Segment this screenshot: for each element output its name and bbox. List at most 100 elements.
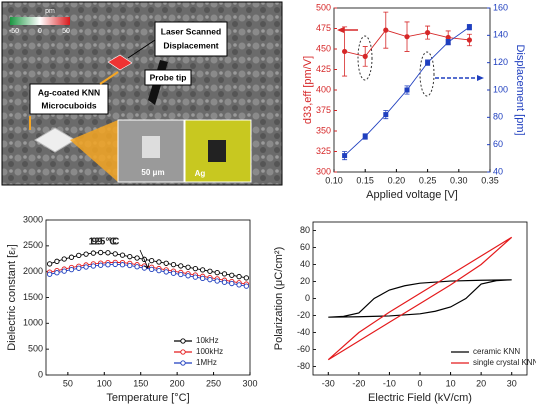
x-tick-label: -10 — [383, 378, 396, 388]
annotation: 99 °C — [91, 237, 116, 248]
x-tick-label: 0.25 — [419, 175, 437, 185]
x-tick-label: 50 — [63, 378, 73, 388]
marker — [404, 87, 410, 93]
marker — [425, 29, 431, 36]
marker — [207, 277, 213, 283]
y2-tick-label: 140 — [493, 30, 508, 40]
x-tick-label: 30 — [507, 378, 517, 388]
marker — [445, 39, 451, 45]
marker — [134, 255, 140, 261]
marker — [178, 263, 184, 269]
marker — [178, 271, 184, 278]
x-tick-label: 300 — [242, 378, 257, 388]
plot-frame — [333, 7, 491, 173]
marker — [83, 251, 89, 257]
colorbar-tick: 0 — [38, 28, 42, 35]
x-axis-label: Applied voltage [V] — [366, 189, 458, 201]
marker — [112, 261, 118, 268]
marker — [221, 271, 228, 277]
colorbar-tick: 50 — [62, 28, 70, 35]
label: Displacement — [163, 40, 218, 50]
x-tick-label: 0.35 — [481, 175, 499, 185]
colorbar-tick: -50 — [9, 28, 19, 35]
marker — [90, 263, 97, 269]
marker — [207, 268, 213, 274]
marker — [342, 153, 348, 159]
marker — [83, 264, 89, 270]
marker — [170, 270, 177, 276]
x-tick-label: 10 — [446, 378, 456, 388]
legend-marker — [180, 360, 186, 366]
marker — [127, 262, 133, 269]
marker — [119, 262, 126, 268]
y-tick-label: 60 — [300, 242, 310, 252]
marker — [163, 269, 169, 275]
marker — [185, 273, 191, 279]
y-tick-label: 350 — [316, 125, 331, 135]
y-tick-label: 450 — [316, 43, 331, 53]
series-line — [328, 279, 512, 318]
annotation: 125 °C — [89, 237, 120, 248]
legend-marker — [180, 349, 186, 355]
x-tick-label: 0.10 — [325, 175, 343, 185]
series-line — [49, 252, 247, 279]
marker — [119, 252, 126, 258]
legend-marker — [180, 338, 186, 344]
highlight — [419, 51, 435, 97]
marker — [46, 271, 53, 277]
y-tick-label: 400 — [316, 84, 331, 94]
x-tick-label: 200 — [170, 378, 185, 388]
marker — [105, 262, 111, 268]
marker — [134, 264, 140, 270]
x-tick-label: 150 — [133, 378, 148, 388]
colorbar — [10, 17, 70, 25]
x-tick-label: 100 — [97, 378, 112, 388]
marker — [148, 258, 155, 264]
label-box — [154, 21, 228, 57]
legend-label: 100kHz — [196, 347, 223, 356]
marker — [68, 254, 75, 260]
y-axis-label: Polarization (μC/cm²) — [273, 247, 285, 351]
y2-tick-label: 100 — [493, 84, 508, 94]
y2-tick-label: 60 — [493, 139, 503, 149]
y2-tick-label: 80 — [493, 112, 503, 122]
y-tick-label: 2000 — [23, 266, 43, 276]
inset-cube — [208, 140, 226, 162]
marker — [342, 48, 348, 55]
label-box — [29, 83, 109, 115]
marker — [192, 274, 199, 280]
y-tick-label: 475 — [316, 23, 331, 33]
highlight — [357, 35, 373, 81]
marker — [214, 269, 220, 276]
y-tick-label: -80 — [297, 361, 310, 371]
marker — [362, 53, 368, 59]
marker — [170, 261, 177, 268]
series-line — [327, 236, 513, 361]
y-tick-label: 40 — [300, 259, 310, 269]
legend-label: 1MHz — [196, 358, 217, 367]
marker — [68, 266, 75, 273]
series-line — [49, 263, 247, 287]
marker — [76, 252, 82, 259]
marker — [54, 258, 60, 264]
zoom-wedge — [70, 120, 118, 182]
marker — [445, 34, 451, 41]
y-tick-label: 0 — [38, 369, 43, 379]
arrow-head — [477, 75, 484, 81]
y-tick-label: 0 — [305, 293, 310, 303]
marker — [156, 267, 162, 274]
scale-bar: 50 μm — [141, 168, 164, 177]
marker — [127, 254, 133, 260]
x-tick-label: 0.20 — [388, 175, 406, 185]
y-tick-label: -20 — [297, 310, 310, 320]
marker — [90, 250, 97, 256]
marker — [466, 24, 472, 30]
marker — [192, 265, 199, 272]
y-tick-label: 375 — [316, 105, 331, 115]
map-label: Ag — [195, 169, 206, 178]
marker — [97, 249, 104, 256]
marker — [199, 267, 206, 273]
marker — [61, 256, 67, 262]
marker — [97, 262, 104, 268]
